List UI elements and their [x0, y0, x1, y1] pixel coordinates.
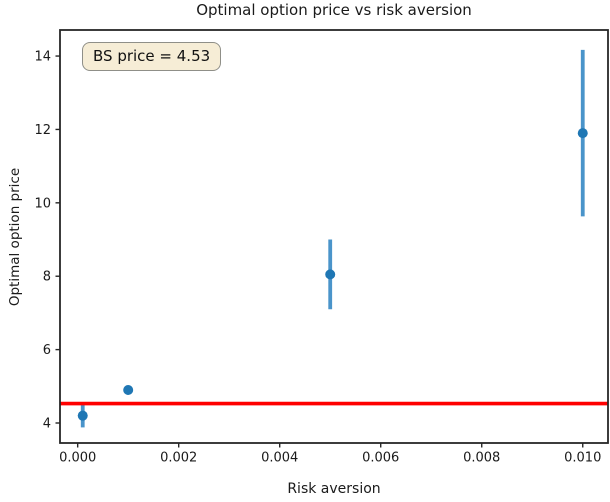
- data-point: [123, 384, 134, 395]
- y-tick-label: 14: [34, 50, 51, 65]
- data-point: [577, 128, 588, 139]
- axes-frame: [59, 29, 609, 444]
- x-tick-label: 0.002: [160, 451, 197, 466]
- x-tick-label: 0.006: [362, 451, 399, 466]
- y-tick-label: 6: [43, 343, 51, 358]
- annotation-box: BS price = 4.53: [82, 42, 222, 72]
- y-tick-label: 8: [43, 270, 51, 285]
- chart-title: Optimal option price vs risk aversion: [196, 1, 472, 19]
- y-tick-label: 4: [43, 417, 51, 432]
- x-axis-label: Risk aversion: [287, 481, 381, 497]
- x-tick-label: 0.010: [564, 451, 601, 466]
- y-tick-label: 10: [34, 196, 51, 211]
- annotation-text: BS price = 4.53: [93, 47, 211, 65]
- data-point: [325, 269, 336, 280]
- x-tick-label: 0.004: [261, 451, 298, 466]
- x-tick-label: 0.000: [59, 451, 96, 466]
- y-tick-label: 12: [34, 123, 51, 138]
- data-point: [77, 410, 88, 421]
- x-tick-label: 0.008: [463, 451, 500, 466]
